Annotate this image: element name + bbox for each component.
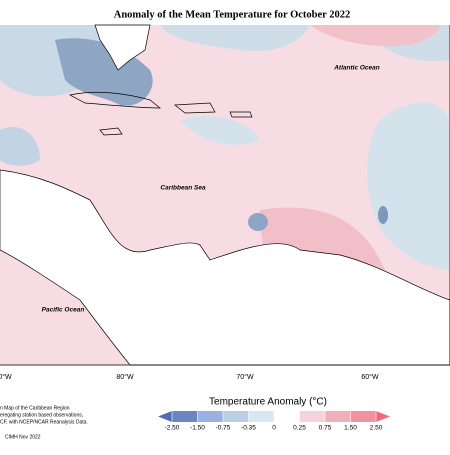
colorbar-tick-label: -1.50 [190,425,205,432]
ocean-label: Atlantic Ocean [333,65,380,72]
credit-line: CF, with NCEP/NCAR Reanalysis Data. [0,419,88,425]
colorbar-tick-label: -2.50 [165,425,180,432]
colorbar-swatch [172,411,198,422]
anomaly-area [248,213,268,231]
longitude-label: 60°W [361,373,379,381]
colorbar-tick-label: 0.25 [293,425,306,432]
anomaly-area [160,25,310,52]
colorbar-end [376,411,390,422]
anomaly-area [180,116,260,145]
colorbar: Temperature Anomaly (°C) -2.50 -1.50 -0.75… [158,397,390,432]
colorbar-tick-label: 0 [272,425,276,432]
colorbar-swatch [350,411,376,422]
map: Atlantic Ocean Caribbean Sea Pacific Oce… [0,24,450,366]
longitude-label: 80°W [116,373,134,381]
island-outline [174,102,216,114]
colorbar-swatch [197,411,223,422]
colorbar-tick-label: 2.50 [370,425,383,432]
colorbar-tick-label: 0.75 [319,425,332,432]
ocean-label: Pacific Ocean [42,307,85,314]
title: Anomaly of the Mean Temperature for Octo… [114,9,351,20]
land [0,169,450,366]
anomaly-area [0,126,40,166]
longitude-label: 0°W [0,373,12,381]
colorbar-swatch [325,411,351,422]
colorbar-title: Temperature Anomaly (°C) [209,397,327,408]
longitude-label: 70°W [236,373,254,381]
colorbar-tick-label: -0.35 [241,425,256,432]
island-outline [99,127,123,136]
credit-line: n Map of the Caribbean Region [0,405,70,411]
anomaly-area [378,206,388,224]
colorbar-swatch [223,411,249,422]
credit-line: eregating station based observations, [0,412,83,418]
sea-label: Caribbean Sea [160,185,206,192]
credit-line: CIMH Nov 2022 [5,434,41,440]
island-outline [229,111,253,118]
land [94,24,151,71]
colorbar-tick-label: -0.75 [216,425,231,432]
colorbar-swatch [274,411,300,422]
colorbar-tick-label: 1.50 [344,425,357,432]
island-outline [68,91,161,109]
colorbar-swatch [299,411,325,422]
colorbar-swatch [248,411,274,422]
longitude-labels: 0°W 80°W 70°W 60°W [0,373,379,381]
colorbar-end [158,411,172,422]
anomaly-area [367,102,450,270]
anomaly-area [310,25,440,47]
